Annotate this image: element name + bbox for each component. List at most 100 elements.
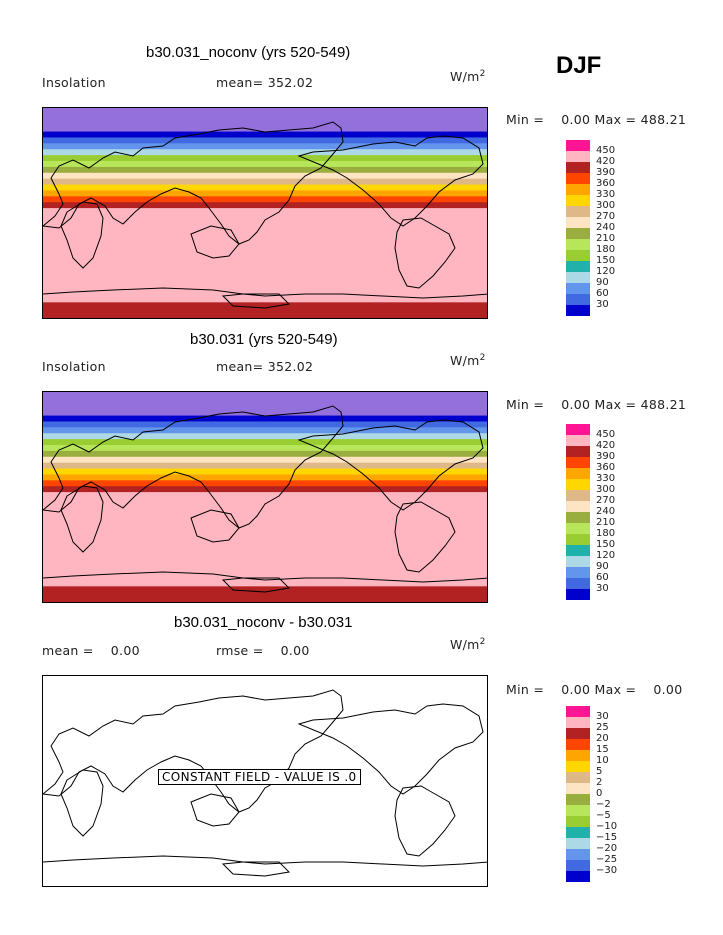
coastline xyxy=(297,135,484,227)
colorbar-tick-label: −5 xyxy=(596,810,611,821)
field-band xyxy=(43,196,487,203)
colorbar-swatch xyxy=(566,435,590,446)
colorbar-swatch xyxy=(566,305,590,316)
coastline xyxy=(60,201,104,269)
field-band xyxy=(43,468,487,475)
colorbar-tick-label: 30 xyxy=(596,583,609,594)
colorbar-swatch xyxy=(566,706,590,717)
field-band xyxy=(43,409,487,417)
field-band xyxy=(43,143,487,150)
colorbar-swatch xyxy=(566,457,590,468)
colorbar-tick-label: 450 xyxy=(596,429,616,440)
field-band xyxy=(43,184,487,191)
panel1-variable-label: Insolation xyxy=(42,75,106,90)
field-band xyxy=(43,580,487,587)
panel2-map xyxy=(42,391,488,603)
panel1-mean-label: mean= 352.02 xyxy=(216,75,314,90)
colorbar-tick-label: 210 xyxy=(596,233,616,244)
field-band xyxy=(43,480,487,487)
colorbar-tick-label: 390 xyxy=(596,451,616,462)
panel2-mean-label: mean= 352.02 xyxy=(216,359,314,374)
colorbar-tick-label: −15 xyxy=(596,832,618,843)
coastline xyxy=(394,785,456,857)
colorbar-swatch xyxy=(566,151,590,162)
panel3-mean-label: mean = 0.00 xyxy=(42,643,140,658)
colorbar-swatch xyxy=(566,250,590,261)
coastline xyxy=(43,689,344,813)
coastline xyxy=(43,287,487,299)
colorbar-tick-label: 150 xyxy=(596,539,616,550)
panel1-units: W/m2 xyxy=(450,69,486,85)
colorbar-swatch xyxy=(566,750,590,761)
coastline xyxy=(60,769,104,837)
colorbar-swatch xyxy=(566,217,590,228)
panel2-units: W/m2 xyxy=(450,353,486,369)
colorbar-tick-label: 60 xyxy=(596,572,609,583)
colorbar-tick-label: −2 xyxy=(596,799,611,810)
colorbar-swatch xyxy=(566,184,590,195)
field-band xyxy=(43,108,487,127)
panel3-map: CONSTANT FIELD - VALUE IS .0 xyxy=(42,675,488,887)
colorbar-tick-label: 390 xyxy=(596,167,616,178)
colorbar-tick-label: 150 xyxy=(596,255,616,266)
colorbar-tick-label: 270 xyxy=(596,495,616,506)
field-band xyxy=(43,498,487,581)
colorbar-swatch xyxy=(566,140,590,151)
field-band xyxy=(43,161,487,168)
colorbar-tick-label: 10 xyxy=(596,755,609,766)
field-band xyxy=(43,492,487,499)
field-band xyxy=(43,433,487,440)
panel3-title: b30.031_noconv - b30.031 xyxy=(174,614,353,631)
colorbar-tick-label: 240 xyxy=(596,222,616,233)
field-band xyxy=(43,392,487,411)
colorbar-tick-label: 90 xyxy=(596,561,609,572)
field-band xyxy=(43,149,487,156)
panel3-minmax: Min = 0.00 Max = 0.00 xyxy=(506,682,683,697)
colorbar-swatch xyxy=(566,523,590,534)
field-band xyxy=(43,172,487,180)
field-band xyxy=(43,439,487,446)
colorbar-swatch xyxy=(566,446,590,457)
colorbar-swatch xyxy=(566,860,590,871)
coastline xyxy=(43,405,344,529)
panel3-field xyxy=(43,689,487,877)
field-band xyxy=(43,474,487,481)
coastline xyxy=(43,855,487,867)
colorbar-swatch xyxy=(566,589,590,600)
colorbar-tick-label: 420 xyxy=(596,440,616,451)
field-band xyxy=(43,450,487,458)
panel3-rmse-label: rmse = 0.00 xyxy=(216,643,310,658)
colorbar-swatch xyxy=(566,239,590,250)
colorbar-swatch xyxy=(566,501,590,512)
colorbar-swatch xyxy=(566,556,590,567)
colorbar-swatch xyxy=(566,545,590,556)
field-band xyxy=(43,302,487,318)
field-band xyxy=(43,445,487,452)
colorbar-swatch xyxy=(566,739,590,750)
colorbar-tick-label: −20 xyxy=(596,843,618,854)
colorbar-tick-label: 120 xyxy=(596,266,616,277)
colorbar-swatch xyxy=(566,838,590,849)
colorbar-swatch xyxy=(566,479,590,490)
coastline xyxy=(60,485,104,553)
colorbar-swatch xyxy=(566,794,590,805)
field-band xyxy=(43,178,487,186)
colorbar-swatch xyxy=(566,827,590,838)
coastline xyxy=(394,501,456,573)
coastline xyxy=(43,571,487,583)
colorbar-tick-label: 30 xyxy=(596,299,609,310)
colorbar-swatch xyxy=(566,195,590,206)
colorbar-swatch xyxy=(566,761,590,772)
panel2-field xyxy=(43,392,487,602)
colorbar-swatch xyxy=(566,490,590,501)
colorbar-tick-label: 240 xyxy=(596,506,616,517)
colorbar-swatch xyxy=(566,228,590,239)
colorbar-tick-label: 360 xyxy=(596,178,616,189)
colorbar-swatch xyxy=(566,534,590,545)
colorbar-tick-label: 210 xyxy=(596,517,616,528)
colorbar-swatch xyxy=(566,783,590,794)
colorbar-tick-label: −10 xyxy=(596,821,618,832)
colorbar-swatch xyxy=(566,816,590,827)
colorbar-swatch xyxy=(566,805,590,816)
colorbar-tick-label: 300 xyxy=(596,200,616,211)
